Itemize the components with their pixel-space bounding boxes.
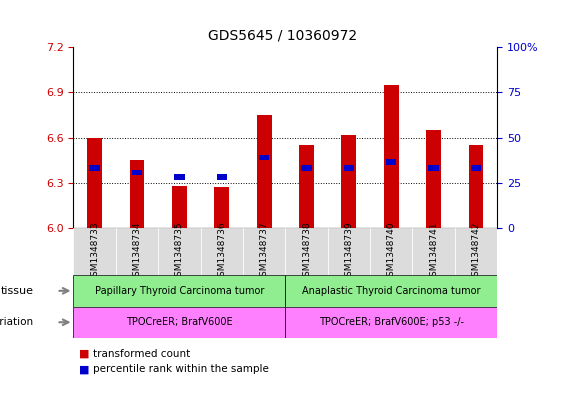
Text: ■: ■ bbox=[79, 364, 90, 375]
Text: genotype/variation: genotype/variation bbox=[0, 317, 34, 327]
FancyBboxPatch shape bbox=[73, 307, 285, 338]
Text: GSM1348736: GSM1348736 bbox=[218, 221, 226, 282]
Bar bbox=[172, 186, 187, 228]
Text: percentile rank within the sample: percentile rank within the sample bbox=[93, 364, 269, 375]
Text: Anaplastic Thyroid Carcinoma tumor: Anaplastic Thyroid Carcinoma tumor bbox=[302, 286, 480, 296]
Bar bbox=[214, 187, 229, 228]
Text: GSM1348734: GSM1348734 bbox=[133, 221, 141, 282]
Text: GSM1348739: GSM1348739 bbox=[345, 221, 353, 282]
Text: Papillary Thyroid Carcinoma tumor: Papillary Thyroid Carcinoma tumor bbox=[95, 286, 264, 296]
FancyBboxPatch shape bbox=[328, 228, 370, 275]
Text: ■: ■ bbox=[79, 349, 90, 359]
FancyBboxPatch shape bbox=[412, 228, 455, 275]
Text: transformed count: transformed count bbox=[93, 349, 190, 359]
FancyBboxPatch shape bbox=[285, 228, 328, 275]
Bar bbox=[344, 165, 354, 171]
Text: GDS5645 / 10360972: GDS5645 / 10360972 bbox=[208, 28, 357, 42]
Bar bbox=[132, 170, 142, 175]
Bar bbox=[341, 134, 357, 228]
FancyBboxPatch shape bbox=[285, 307, 497, 338]
FancyBboxPatch shape bbox=[158, 228, 201, 275]
Bar bbox=[89, 165, 100, 171]
FancyBboxPatch shape bbox=[116, 228, 158, 275]
FancyBboxPatch shape bbox=[285, 275, 497, 307]
Text: GSM1348741: GSM1348741 bbox=[429, 221, 438, 282]
Bar bbox=[129, 160, 145, 228]
Text: TPOCreER; BrafV600E: TPOCreER; BrafV600E bbox=[126, 317, 233, 327]
Bar bbox=[468, 145, 484, 228]
Text: GSM1348735: GSM1348735 bbox=[175, 221, 184, 282]
Bar bbox=[257, 115, 272, 228]
Bar bbox=[301, 165, 312, 171]
Bar bbox=[426, 130, 441, 228]
Bar bbox=[299, 145, 314, 228]
Bar bbox=[384, 85, 399, 228]
Text: TPOCreER; BrafV600E; p53 -/-: TPOCreER; BrafV600E; p53 -/- bbox=[319, 317, 464, 327]
FancyBboxPatch shape bbox=[455, 228, 497, 275]
Bar bbox=[87, 138, 102, 228]
Bar bbox=[216, 174, 227, 180]
Text: GSM1348733: GSM1348733 bbox=[90, 221, 99, 282]
Bar bbox=[386, 160, 397, 165]
FancyBboxPatch shape bbox=[73, 275, 285, 307]
Bar bbox=[471, 165, 481, 171]
Text: GSM1348738: GSM1348738 bbox=[302, 221, 311, 282]
Text: GSM1348740: GSM1348740 bbox=[387, 221, 396, 282]
FancyBboxPatch shape bbox=[201, 228, 243, 275]
FancyBboxPatch shape bbox=[73, 228, 116, 275]
Bar bbox=[259, 155, 270, 160]
Bar bbox=[428, 165, 439, 171]
FancyBboxPatch shape bbox=[243, 228, 285, 275]
Text: tissue: tissue bbox=[1, 286, 34, 296]
Text: GSM1348737: GSM1348737 bbox=[260, 221, 268, 282]
Bar bbox=[174, 174, 185, 180]
FancyBboxPatch shape bbox=[370, 228, 412, 275]
Text: GSM1348742: GSM1348742 bbox=[472, 221, 480, 282]
